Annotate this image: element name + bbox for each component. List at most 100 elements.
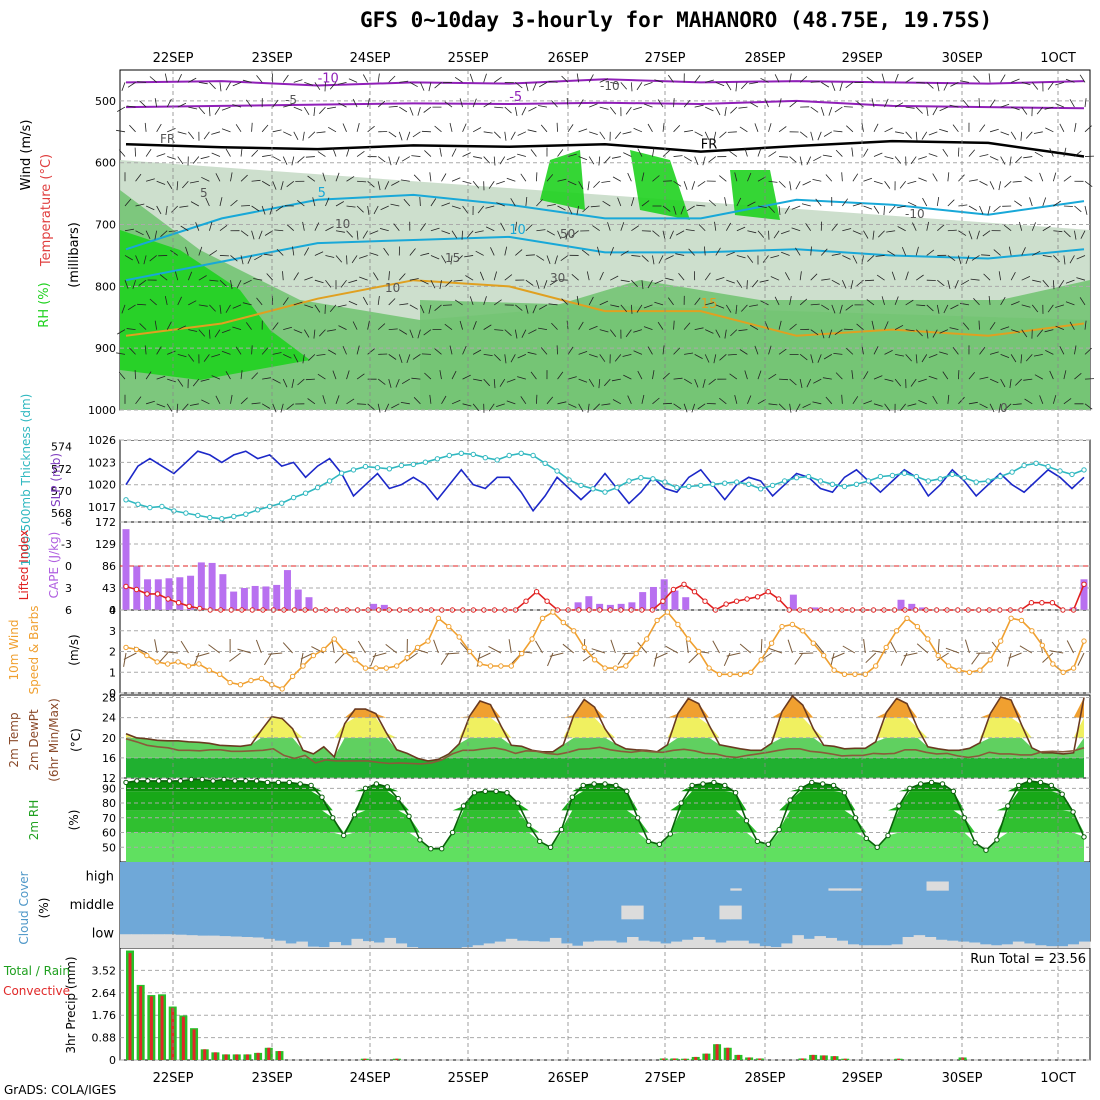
wind-barb: [325, 197, 330, 207]
wind-barb: [466, 230, 474, 238]
wind-barb: [598, 156, 601, 166]
wind-barb: [145, 400, 155, 405]
wind-barb: [412, 131, 421, 138]
wind-barb: [725, 82, 732, 91]
wind-barb: [989, 351, 999, 355]
wind-barb: [915, 329, 923, 337]
precip-convective-bar: [897, 1058, 901, 1060]
thickness-series-point: [734, 479, 740, 485]
wind-barb: [388, 105, 398, 108]
wind-barb: [1079, 297, 1086, 306]
wind-barb-10m: [237, 648, 252, 654]
wind-barb: [901, 246, 907, 256]
wind-barb: [730, 329, 738, 337]
rh2m-series-point: [319, 794, 325, 800]
wind-barb: [1023, 378, 1033, 381]
wind-barb: [139, 100, 147, 108]
slp-series: [125, 450, 1085, 513]
contour-label-rh10: 10: [385, 281, 400, 295]
wind-barb: [1063, 175, 1072, 182]
thickness-axis-label: 1000-500mb Thickness (dm): [19, 394, 33, 567]
wind-barb: [746, 280, 748, 290]
wind-barb: [1074, 150, 1082, 157]
wind-barb: [137, 303, 147, 306]
wind-barb: [907, 403, 917, 407]
cape-tick: 172: [95, 516, 116, 529]
precip-convective-bar: [736, 1054, 740, 1060]
wind-barb: [576, 205, 580, 215]
wind-barb: [314, 222, 320, 231]
wind-tick: 2: [109, 646, 116, 659]
wind-barb: [866, 76, 875, 83]
wind-barb: [895, 131, 904, 134]
wind-barb: [744, 147, 748, 157]
rh2m-series-point: [232, 778, 238, 784]
rh2m-series-point: [373, 781, 380, 787]
wind-barb: [1044, 329, 1054, 333]
wind-barb: [1069, 321, 1075, 330]
wind-barb: [319, 106, 326, 114]
wind-speed-series-point: [529, 636, 535, 642]
precip-convective-bar: [704, 1053, 708, 1060]
wind-barb: [1045, 350, 1054, 355]
wind-barb: [779, 378, 789, 381]
wind-barb: [225, 148, 231, 157]
wind-barb: [434, 82, 442, 89]
wind-barb: [643, 326, 653, 331]
wind-barb: [494, 329, 504, 331]
thickness-series-point: [135, 501, 141, 507]
wind-barb: [625, 106, 632, 115]
wind-barb: [494, 106, 504, 109]
thickness-series-point: [674, 484, 680, 491]
wind-barb: [884, 181, 891, 189]
wind-barb: [937, 279, 945, 287]
wind-barb: [943, 82, 949, 91]
wind-barb-10m: [768, 647, 783, 654]
wind-barb: [842, 255, 851, 260]
wind-barb: [918, 156, 927, 160]
wind-barb: [430, 227, 440, 232]
wind-barb: [373, 205, 379, 215]
wind-barb: [926, 221, 929, 231]
wind-barb-10m: [229, 652, 241, 662]
slp-axis-label: SLP (mb): [49, 453, 63, 507]
wind-barb: [156, 346, 162, 355]
wind-barb: [968, 205, 977, 211]
wind-barb-10m: [945, 647, 960, 654]
wind-barb: [724, 107, 727, 117]
wind-barb: [928, 375, 938, 380]
wind-barb: [198, 246, 203, 256]
wind-speed-series-point: [237, 682, 244, 688]
wind-barb: [747, 230, 757, 234]
wind-barb: [156, 403, 166, 408]
wind-barb: [683, 156, 693, 162]
thickness-series-point: [889, 472, 896, 479]
rh2m-series-point: [907, 785, 913, 791]
wind-speed-series-point: [123, 644, 129, 651]
wind-barb: [932, 329, 938, 338]
wind-barb: [715, 81, 725, 87]
wind-barb: [588, 156, 595, 165]
temp2m-series: [125, 694, 1085, 762]
wind-barb: [525, 82, 529, 92]
rh2m-series-point: [330, 815, 336, 821]
wind-barb: [546, 204, 556, 207]
wind-barb: [1010, 131, 1017, 140]
wind-barb: [1065, 78, 1075, 83]
wind-barb: [810, 246, 812, 256]
wind-barb: [126, 105, 136, 108]
wind-barb: [768, 180, 778, 183]
wind-barb: [261, 403, 271, 409]
cloud-cover-bar: [1001, 944, 1014, 948]
cloud-cover-bar: [726, 940, 738, 948]
wind-barb: [412, 354, 421, 360]
wind-barb: [822, 377, 832, 380]
wind-barb: [346, 147, 350, 157]
cloud-cover-bar: [197, 935, 209, 948]
rh2m-series-point: [1048, 782, 1055, 789]
wind-barb: [691, 181, 696, 190]
wind-barb: [232, 81, 242, 87]
cloud-level-label: middle: [70, 898, 114, 913]
wind-barb: [736, 197, 742, 207]
wind-barb: [685, 229, 695, 232]
